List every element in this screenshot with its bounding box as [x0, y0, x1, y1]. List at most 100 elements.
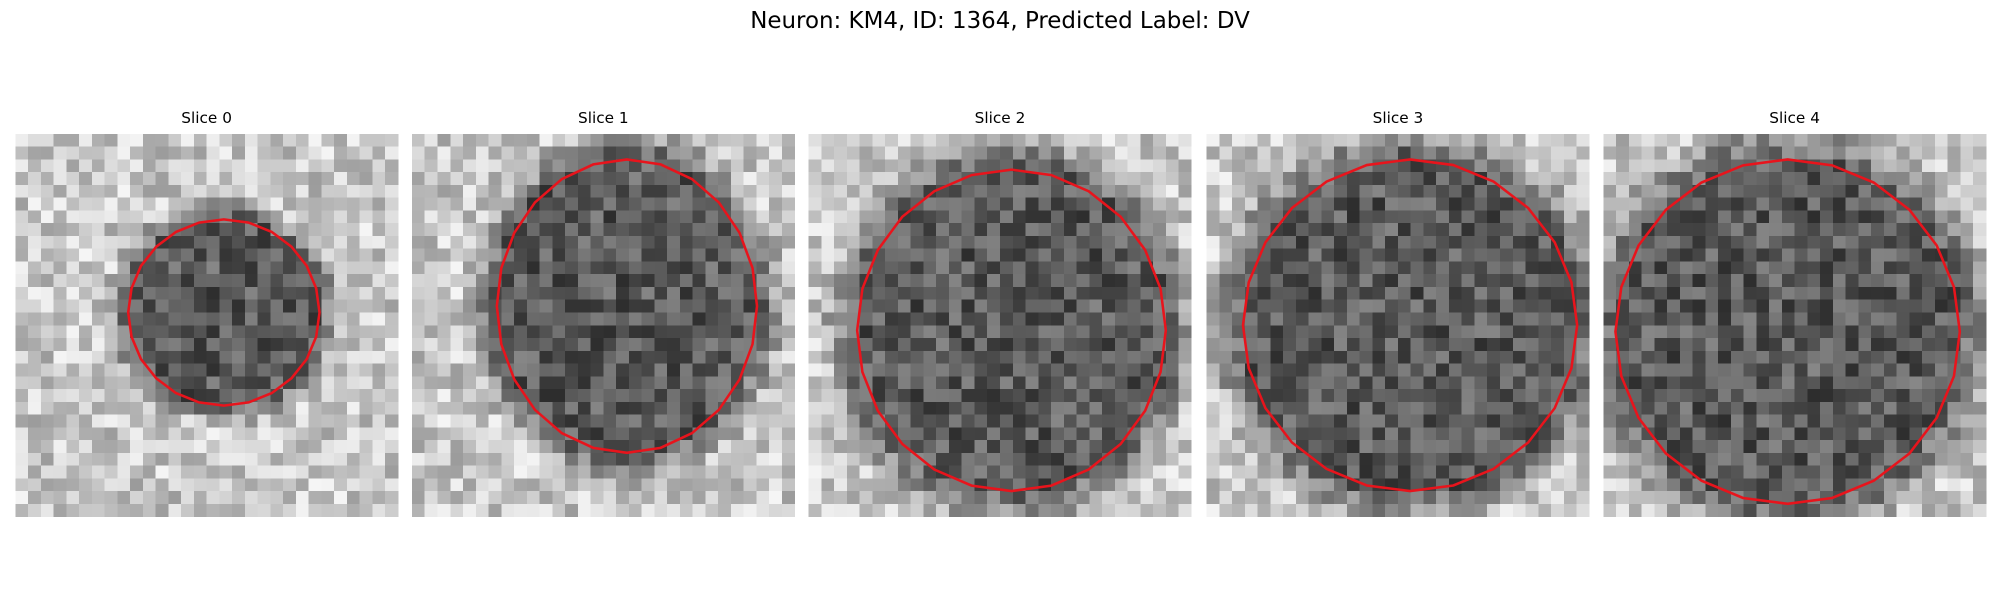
- pixel: [1140, 197, 1154, 211]
- pixel: [1934, 478, 1949, 492]
- pixel: [1807, 223, 1821, 237]
- pixel: [1436, 452, 1450, 466]
- pixel: [334, 350, 348, 364]
- pixel: [1295, 491, 1310, 505]
- pixel: [910, 325, 924, 339]
- pixel: [232, 452, 246, 466]
- pixel: [1257, 133, 1271, 148]
- pixel: [526, 452, 540, 466]
- pixel: [501, 503, 515, 517]
- pixel: [308, 363, 322, 377]
- pixel: [1871, 223, 1885, 237]
- pixel: [283, 197, 297, 211]
- pixel: [1487, 146, 1501, 160]
- pixel: [769, 286, 783, 301]
- pixel: [1321, 325, 1335, 339]
- pixel: [1165, 235, 1179, 250]
- pixel: [514, 350, 528, 364]
- pixel: [1692, 286, 1706, 301]
- pixel: [193, 210, 208, 224]
- pixel: [834, 389, 848, 403]
- pixel: [130, 325, 144, 339]
- pixel: [885, 325, 899, 339]
- pixel: [1114, 312, 1128, 326]
- pixel: [1410, 223, 1424, 237]
- pixel: [91, 427, 105, 441]
- pixel: [488, 299, 502, 313]
- pixel: [1654, 478, 1668, 492]
- pixel: [437, 478, 451, 492]
- pixel: [1858, 465, 1872, 479]
- pixel: [1385, 350, 1399, 364]
- pixel: [846, 452, 861, 466]
- pixel: [28, 223, 42, 237]
- pixel: [15, 235, 29, 250]
- pixel: [475, 491, 489, 505]
- pixel: [219, 452, 233, 466]
- pixel: [936, 440, 950, 454]
- pixel: [1654, 172, 1668, 186]
- pixel: [1563, 172, 1577, 186]
- pixel: [1845, 274, 1859, 288]
- pixel: [1448, 427, 1463, 441]
- pixel: [1346, 286, 1361, 301]
- pixel: [206, 363, 220, 377]
- pixel: [488, 133, 502, 148]
- pixel: [846, 363, 861, 377]
- pixel: [155, 286, 169, 301]
- pixel: [1102, 465, 1116, 479]
- pixel: [437, 414, 451, 428]
- pixel: [603, 401, 617, 415]
- pixel: [872, 338, 886, 352]
- pixel: [1397, 286, 1412, 301]
- pixel: [1346, 274, 1361, 288]
- pixel: [718, 465, 732, 479]
- pixel: [628, 172, 642, 186]
- pixel: [1219, 210, 1233, 224]
- pixel: [321, 478, 335, 492]
- pixel: [295, 414, 310, 428]
- pixel: [28, 376, 42, 390]
- pixel: [28, 210, 42, 224]
- pixel: [872, 159, 886, 173]
- pixel: [117, 503, 131, 517]
- pixel: [28, 401, 42, 415]
- pixel: [616, 440, 630, 454]
- pixel: [295, 376, 310, 390]
- pixel: [781, 274, 796, 288]
- pixel: [1807, 235, 1821, 250]
- pixel: [244, 414, 259, 428]
- pixel: [1576, 338, 1590, 352]
- pixel: [1807, 452, 1821, 466]
- pixel: [1012, 363, 1026, 377]
- pixel: [1820, 197, 1834, 211]
- pixel: [1922, 312, 1936, 326]
- pixel: [1896, 312, 1910, 326]
- pixel: [40, 197, 54, 211]
- pixel: [616, 389, 630, 403]
- pixel: [1512, 478, 1526, 492]
- pixel: [1896, 478, 1910, 492]
- pixel: [1654, 146, 1668, 160]
- pixel: [1257, 440, 1271, 454]
- pixel: [1295, 274, 1310, 288]
- pixel: [1397, 172, 1412, 186]
- pixel: [168, 210, 182, 224]
- pixel: [219, 248, 233, 262]
- pixel: [1730, 274, 1745, 288]
- pixel: [334, 184, 348, 199]
- pixel: [679, 210, 693, 224]
- pixel: [1114, 299, 1128, 313]
- pixel: [1769, 440, 1783, 454]
- pixel: [1089, 350, 1103, 364]
- pixel: [1960, 223, 1974, 237]
- pixel: [1692, 159, 1706, 173]
- pixel: [1474, 210, 1488, 224]
- pixel: [679, 261, 693, 275]
- pixel: [91, 223, 105, 237]
- pixel: [910, 478, 924, 492]
- pixel: [1012, 478, 1026, 492]
- pixel: [193, 133, 208, 148]
- pixel: [781, 414, 796, 428]
- pixel: [1500, 235, 1514, 250]
